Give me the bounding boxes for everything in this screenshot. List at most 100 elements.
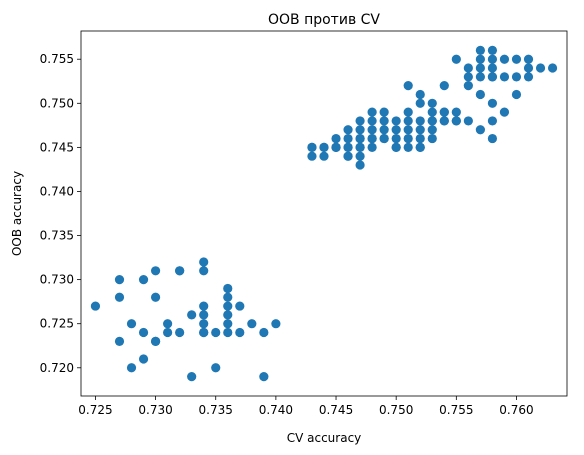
y-axis-label: OOB accuracy: [10, 171, 24, 256]
data-point: [307, 142, 317, 152]
data-point: [475, 125, 485, 135]
y-tick-label: 0.750: [40, 96, 74, 110]
data-point: [199, 266, 209, 276]
data-point: [415, 133, 425, 144]
data-point: [427, 107, 437, 117]
data-point: [391, 116, 401, 126]
y-tick-label: 0.725: [40, 317, 74, 331]
data-point: [138, 327, 149, 338]
data-point: [403, 142, 413, 152]
data-point: [379, 133, 389, 144]
data-point: [511, 54, 522, 64]
data-point: [367, 116, 377, 126]
data-point: [403, 133, 413, 144]
data-point: [259, 327, 269, 338]
data-point: [150, 292, 161, 302]
data-point: [223, 292, 233, 302]
data-point: [343, 133, 353, 144]
data-point: [114, 292, 125, 302]
data-point: [247, 319, 257, 329]
data-point: [307, 151, 317, 161]
data-point: [150, 336, 161, 346]
data-point: [355, 142, 365, 152]
data-point: [487, 54, 498, 64]
data-point: [199, 301, 209, 311]
data-point: [223, 301, 233, 311]
x-tick-label: 0.725: [78, 403, 112, 417]
data-point: [415, 116, 425, 126]
data-point: [499, 72, 510, 82]
data-point: [391, 133, 401, 144]
x-tick-label: 0.750: [379, 403, 413, 417]
x-tick-label: 0.730: [138, 403, 172, 417]
data-point: [403, 107, 413, 117]
data-point: [319, 151, 329, 161]
y-axis-ticks: 0.720 0.725 0.730 0.735 0.740 0.745 0.750 0.755: [40, 52, 81, 375]
data-point: [367, 142, 377, 152]
data-point: [403, 125, 413, 135]
data-point: [114, 275, 125, 285]
data-point: [187, 372, 197, 382]
data-point: [331, 133, 341, 144]
data-point: [427, 98, 437, 108]
plot-frame: [80, 30, 568, 397]
data-point: [415, 142, 425, 152]
data-point: [475, 72, 485, 82]
chart-title: OOB против CV: [268, 12, 380, 28]
data-point: [487, 45, 498, 55]
y-tick-label: 0.735: [40, 229, 74, 243]
data-point: [499, 54, 510, 64]
x-tick-label: 0.760: [499, 403, 533, 417]
data-point: [475, 45, 485, 55]
y-tick-label: 0.755: [40, 52, 74, 66]
data-point: [511, 72, 522, 82]
data-point: [355, 116, 365, 126]
data-point: [199, 257, 209, 267]
data-point: [319, 142, 329, 152]
data-point: [487, 116, 498, 126]
data-point: [343, 125, 353, 135]
data-point: [223, 319, 233, 329]
x-tick-label: 0.735: [199, 403, 233, 417]
x-tick-label: 0.755: [439, 403, 473, 417]
data-point: [187, 310, 197, 320]
data-point: [391, 125, 401, 135]
data-point: [211, 363, 221, 373]
data-point: [271, 319, 281, 329]
data-point: [403, 116, 413, 126]
data-point: [415, 98, 425, 108]
data-point: [126, 363, 137, 373]
data-point: [475, 89, 485, 100]
data-point: [451, 54, 461, 64]
data-point: [90, 301, 101, 311]
data-point: [487, 63, 498, 73]
data-point: [379, 125, 389, 135]
data-point: [355, 151, 365, 161]
data-point: [415, 125, 425, 135]
data-point: [463, 63, 473, 73]
data-point: [150, 266, 161, 276]
data-point: [343, 142, 353, 152]
y-tick-label: 0.745: [40, 140, 74, 154]
data-point: [487, 72, 498, 82]
data-point: [535, 63, 546, 73]
data-point: [199, 327, 209, 338]
data-point: [511, 89, 522, 100]
data-point: [355, 125, 365, 135]
data-point: [367, 133, 377, 144]
data-point: [439, 116, 449, 126]
data-point: [331, 142, 341, 152]
x-axis-label: CV accuracy: [287, 431, 362, 445]
data-point: [427, 116, 437, 126]
data-point: [379, 116, 389, 126]
data-point: [499, 107, 510, 117]
data-point: [391, 142, 401, 152]
data-point: [451, 107, 461, 117]
data-point: [223, 283, 233, 294]
data-point: [523, 63, 534, 73]
data-point: [114, 336, 125, 346]
x-axis-ticks: 0.725 0.730 0.735 0.740 0.745 0.750 0.755 0.760: [78, 396, 534, 417]
data-point: [463, 116, 473, 126]
